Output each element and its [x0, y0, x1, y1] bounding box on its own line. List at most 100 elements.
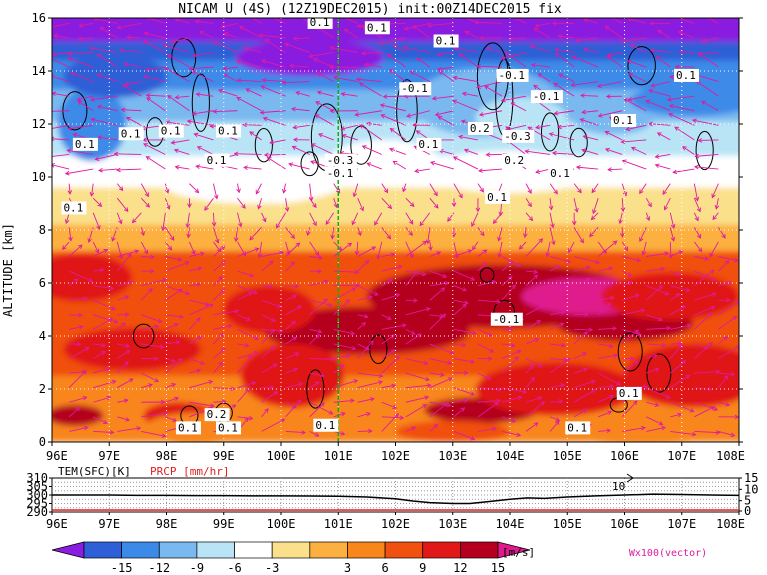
wind-vector-head — [568, 248, 573, 254]
wind-vector-head — [196, 368, 202, 374]
wind-vector-head — [537, 396, 543, 401]
wind-vector — [93, 299, 116, 310]
contour-label-box — [364, 21, 390, 35]
contour-label-box — [485, 190, 511, 204]
wind-vector-head — [204, 301, 210, 307]
wind-vector-head — [401, 323, 407, 328]
wind-vector — [93, 285, 114, 290]
wind-vector — [285, 430, 306, 434]
wind-vector-head — [581, 299, 587, 305]
wind-vector-head — [666, 325, 672, 331]
wind-vector — [162, 212, 166, 231]
wind-vector — [143, 75, 166, 83]
wind-vector — [718, 430, 735, 437]
wind-vector — [381, 183, 388, 193]
wind-vector-head — [345, 299, 351, 304]
wind-vector — [694, 293, 716, 301]
wind-vector — [698, 52, 719, 68]
wind-vector — [718, 372, 735, 375]
wind-vector-head — [281, 80, 287, 85]
wind-vector — [479, 110, 503, 116]
wind-vector — [530, 44, 551, 53]
wind-vector-head — [134, 249, 140, 254]
wind-vector-head — [72, 132, 78, 138]
wind-vector — [514, 18, 527, 24]
wind-vector-head — [640, 308, 646, 313]
wind-vector-head — [470, 276, 476, 281]
wind-vector — [475, 21, 503, 24]
wind-vector — [574, 328, 593, 331]
wind-vector — [405, 197, 415, 207]
wind-vector — [52, 92, 70, 97]
wind-vector — [501, 284, 516, 301]
contour-label: 0.1 — [204, 153, 230, 167]
wind-vector — [93, 396, 111, 403]
wind-vector — [405, 333, 422, 345]
wind-vector-head — [480, 231, 485, 237]
wind-vector — [285, 227, 295, 239]
wind-vector-head — [150, 254, 155, 260]
wind-vector — [429, 358, 452, 364]
wind-vector — [309, 183, 312, 201]
wind-vector-head — [537, 73, 543, 78]
wind-vector-head — [64, 219, 70, 225]
wind-vector-head — [524, 149, 530, 154]
wind-vector-head — [247, 292, 253, 297]
wind-vector-head — [257, 204, 262, 210]
wind-vector-head — [106, 395, 112, 401]
wind-vector — [639, 183, 647, 194]
wind-vector — [525, 197, 532, 207]
contour-label-text: 0.1 — [178, 421, 198, 434]
wind-vector-head — [636, 331, 642, 337]
wind-vector-head — [148, 287, 153, 293]
wind-vector — [693, 183, 698, 201]
contour-label: 0.1 — [158, 124, 184, 138]
wind-vector — [405, 426, 416, 432]
wind-vector-head — [193, 132, 199, 138]
wind-vector — [381, 416, 404, 419]
wind-vector-head — [123, 398, 129, 403]
wind-vector — [670, 270, 681, 276]
wind-vector — [694, 306, 715, 316]
wind-vector-head — [145, 93, 151, 98]
wind-vector-head — [238, 26, 244, 31]
wind-vector — [437, 66, 454, 70]
wind-vector-head — [174, 396, 180, 402]
wind-vector-head — [410, 330, 416, 335]
colorbar-swatch — [309, 541, 348, 559]
wind-vector-head — [433, 423, 439, 429]
contour-line — [306, 369, 325, 409]
contour-line — [254, 128, 273, 163]
wind-vector — [682, 146, 695, 155]
wind-vector — [282, 81, 310, 84]
wind-vector — [187, 227, 190, 238]
colorbar-swatch — [196, 541, 235, 559]
wind-vector-head — [664, 291, 670, 296]
wind-vector — [381, 401, 397, 409]
wind-vector — [196, 165, 214, 170]
surface-x-tick-label: 101E — [324, 517, 353, 531]
wind-vector — [405, 308, 430, 316]
wind-cell — [630, 84, 739, 117]
wind-vector — [237, 351, 258, 359]
wind-vector — [572, 56, 599, 68]
wind-vector-head — [634, 329, 639, 335]
wind-vector — [694, 430, 720, 434]
wind-vector — [315, 101, 334, 112]
wind-vector-head — [434, 203, 439, 209]
wind-vector — [237, 416, 253, 420]
wind-vector — [261, 60, 286, 68]
wind-vector-head — [553, 110, 559, 116]
wind-vector-head — [361, 321, 367, 327]
wind-vector — [526, 298, 547, 301]
wind-vector — [454, 47, 479, 53]
wind-vector-head — [604, 130, 610, 136]
wind-vector-head — [363, 62, 369, 68]
wind-vector — [694, 406, 715, 418]
wind-vector — [164, 183, 169, 193]
wind-vector-head — [243, 165, 248, 170]
wind-vector — [553, 83, 575, 97]
wind-vector-head — [649, 48, 655, 53]
wind-vector — [236, 60, 262, 68]
wind-vector-head — [352, 192, 358, 198]
